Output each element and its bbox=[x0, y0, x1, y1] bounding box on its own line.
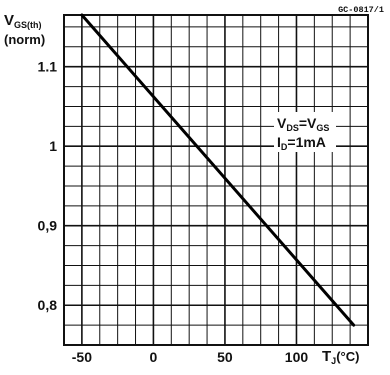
y-tick-label: 0,8 bbox=[38, 297, 58, 313]
x-tick-label: 0 bbox=[150, 349, 158, 365]
annotation-vds-vgs: VDS=VGS bbox=[277, 115, 329, 133]
x-axis-label: TJ(°C) bbox=[322, 348, 359, 366]
tick-labels: -50 0 50 100 0,8 0,9 1 1.1 bbox=[38, 59, 309, 365]
figure-code: GC-0817/1 bbox=[338, 5, 384, 15]
annotation-backdrop bbox=[274, 112, 336, 152]
x-tick-label: -50 bbox=[72, 349, 92, 365]
grid bbox=[64, 15, 368, 345]
y-axis-label-norm: (norm) bbox=[4, 32, 45, 47]
plot-frame bbox=[63, 14, 369, 346]
x-tick-label: 100 bbox=[285, 349, 309, 365]
series-line bbox=[80, 13, 356, 327]
y-axis-label: VGS(th) bbox=[4, 12, 42, 30]
y-tick-label: 1.1 bbox=[38, 59, 58, 75]
annotation-id: ID=1mA bbox=[277, 134, 326, 152]
series-group bbox=[80, 13, 356, 327]
y-tick-label: 1 bbox=[49, 138, 57, 154]
y-tick-label: 0,9 bbox=[38, 218, 58, 234]
x-tick-label: 50 bbox=[217, 349, 233, 365]
